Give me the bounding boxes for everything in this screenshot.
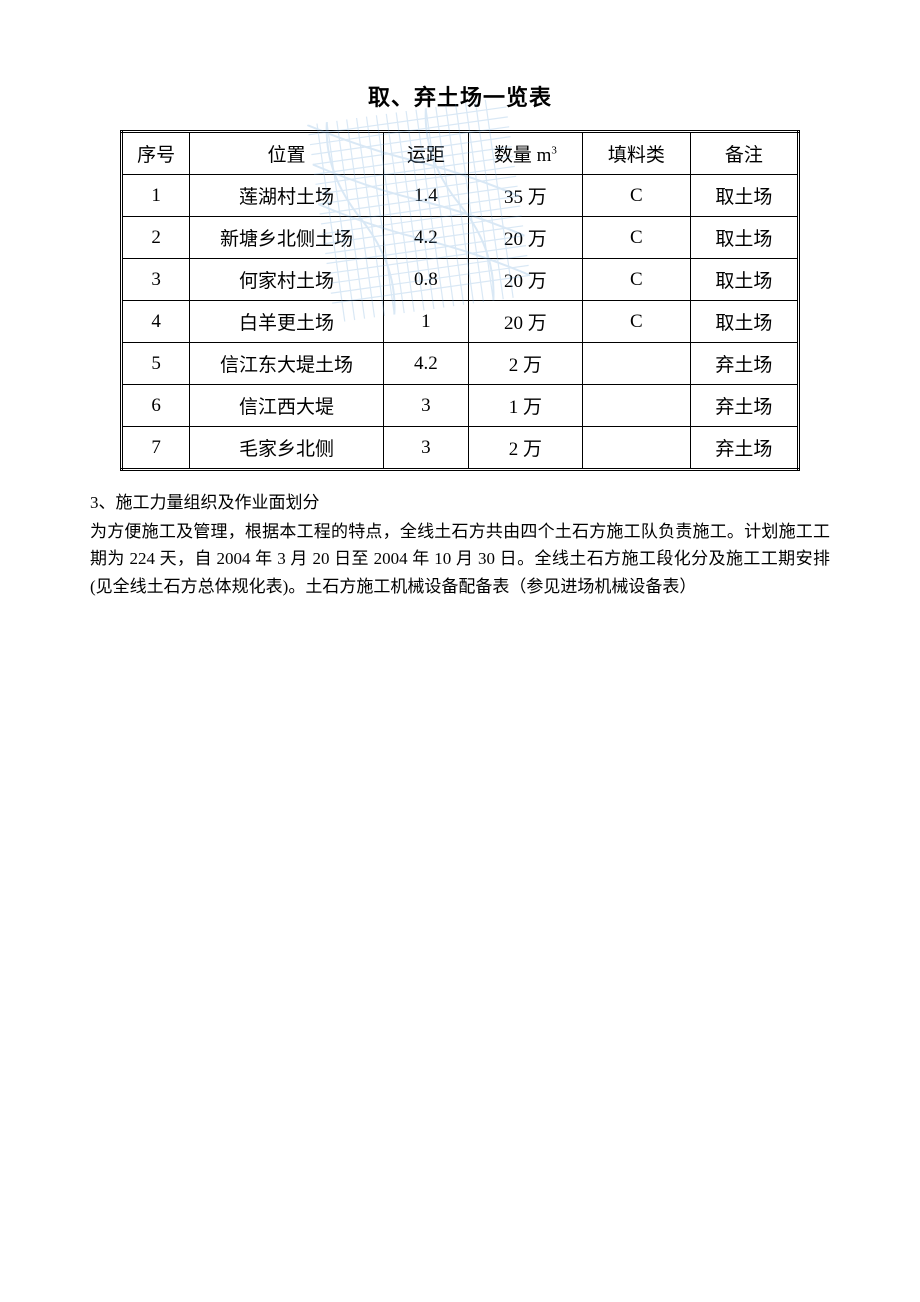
col-header-quantity: 数量 m3 [469, 132, 583, 175]
table-cell: 1 [383, 301, 468, 343]
table-cell: 0.8 [383, 259, 468, 301]
table-row: 3何家村土场0.820 万C取土场 [122, 259, 799, 301]
table-cell: 信江西大堤 [190, 385, 383, 427]
table-row: 7毛家乡北侧32 万 弃土场 [122, 427, 799, 470]
table-cell: 信江东大堤土场 [190, 343, 383, 385]
col-header-fill: 填料类 [582, 132, 690, 175]
col-header-qty-label: 数量 m [494, 145, 552, 166]
table-cell: 6 [122, 385, 190, 427]
table-cell: 7 [122, 427, 190, 470]
table-cell: 取土场 [690, 217, 798, 259]
table-cell: 取土场 [690, 301, 798, 343]
table-cell: 3 [383, 385, 468, 427]
table-cell [582, 427, 690, 470]
table-cell: 何家村土场 [190, 259, 383, 301]
table-cell: 2 [122, 217, 190, 259]
table-row: 4白羊更土场120 万C取土场 [122, 301, 799, 343]
table-cell: 5 [122, 343, 190, 385]
section-heading: 3、施工力量组织及作业面划分 [90, 489, 830, 516]
table-cell: 1.4 [383, 175, 468, 217]
table-cell: 20 万 [469, 301, 583, 343]
table-cell: 新塘乡北侧土场 [190, 217, 383, 259]
col-header-qty-sup: 3 [551, 145, 557, 157]
table-cell: 4.2 [383, 217, 468, 259]
table-body: 1莲湖村土场1.435 万C取土场2新塘乡北侧土场4.220 万C取土场3何家村… [122, 175, 799, 470]
table-container: 序号 位置 运距 数量 m3 填料类 备注 1莲湖村土场1.435 万C取土场2… [120, 130, 800, 471]
soil-site-table: 序号 位置 运距 数量 m3 填料类 备注 1莲湖村土场1.435 万C取土场2… [120, 130, 800, 471]
table-cell [582, 385, 690, 427]
table-cell: 20 万 [469, 217, 583, 259]
table-row: 1莲湖村土场1.435 万C取土场 [122, 175, 799, 217]
col-header-remark: 备注 [690, 132, 798, 175]
table-cell: 取土场 [690, 175, 798, 217]
table-cell: 20 万 [469, 259, 583, 301]
table-cell: 1 [122, 175, 190, 217]
table-cell: 弃土场 [690, 385, 798, 427]
table-cell: 4.2 [383, 343, 468, 385]
table-cell: 4 [122, 301, 190, 343]
table-cell: 1 万 [469, 385, 583, 427]
col-header-location: 位置 [190, 132, 383, 175]
table-cell: 3 [122, 259, 190, 301]
table-header-row: 序号 位置 运距 数量 m3 填料类 备注 [122, 132, 799, 175]
col-header-seq: 序号 [122, 132, 190, 175]
page-title: 取、弃土场一览表 [90, 80, 830, 112]
table-cell: 莲湖村土场 [190, 175, 383, 217]
table-cell [582, 343, 690, 385]
table-row: 5信江东大堤土场4.22 万 弃土场 [122, 343, 799, 385]
body-text-section: 3、施工力量组织及作业面划分 为方便施工及管理，根据本工程的特点，全线土石方共由… [90, 489, 830, 600]
table-cell: 取土场 [690, 259, 798, 301]
table-cell: C [582, 175, 690, 217]
section-paragraph: 为方便施工及管理，根据本工程的特点，全线土石方共由四个土石方施工队负责施工。计划… [90, 518, 830, 600]
table-row: 2新塘乡北侧土场4.220 万C取土场 [122, 217, 799, 259]
table-cell: 3 [383, 427, 468, 470]
table-cell: C [582, 301, 690, 343]
table-row: 6信江西大堤31 万 弃土场 [122, 385, 799, 427]
table-cell: 弃土场 [690, 343, 798, 385]
table-cell: 2 万 [469, 427, 583, 470]
col-header-distance: 运距 [383, 132, 468, 175]
table-cell: 毛家乡北侧 [190, 427, 383, 470]
table-cell: 弃土场 [690, 427, 798, 470]
table-cell: 2 万 [469, 343, 583, 385]
table-cell: 白羊更土场 [190, 301, 383, 343]
table-cell: C [582, 217, 690, 259]
table-cell: C [582, 259, 690, 301]
table-cell: 35 万 [469, 175, 583, 217]
